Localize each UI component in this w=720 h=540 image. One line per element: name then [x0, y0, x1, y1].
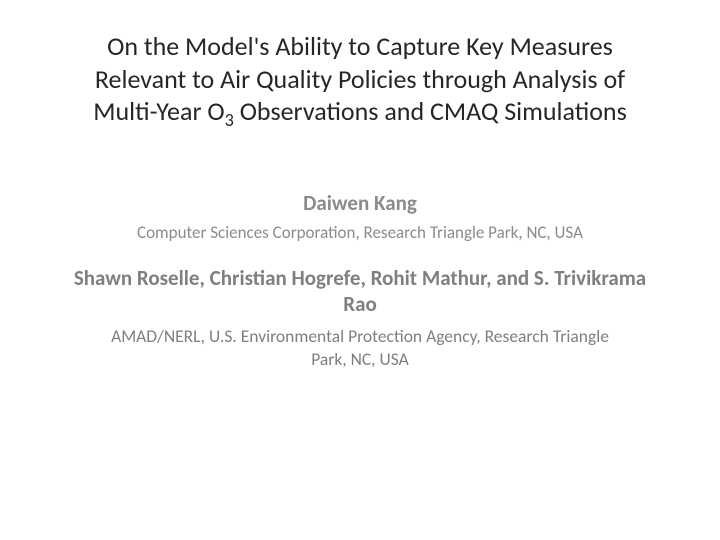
- spacer: [70, 128, 650, 190]
- author-secondary: Shawn Roselle, Christian Hogrefe, Rohit …: [70, 265, 650, 318]
- affiliation-primary: Computer Sciences Corporation, Research …: [70, 222, 650, 243]
- title-post: Observations and CMAQ Simulations: [234, 95, 627, 127]
- slide-title: On the Model's Ability to Capture Key Me…: [70, 30, 650, 128]
- author-primary: Daiwen Kang: [70, 190, 650, 216]
- affiliation-secondary: AMAD/NERL, U.S. Environmental Protection…: [70, 325, 650, 371]
